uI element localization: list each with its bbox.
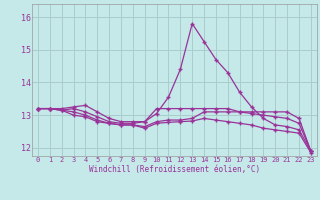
- X-axis label: Windchill (Refroidissement éolien,°C): Windchill (Refroidissement éolien,°C): [89, 165, 260, 174]
